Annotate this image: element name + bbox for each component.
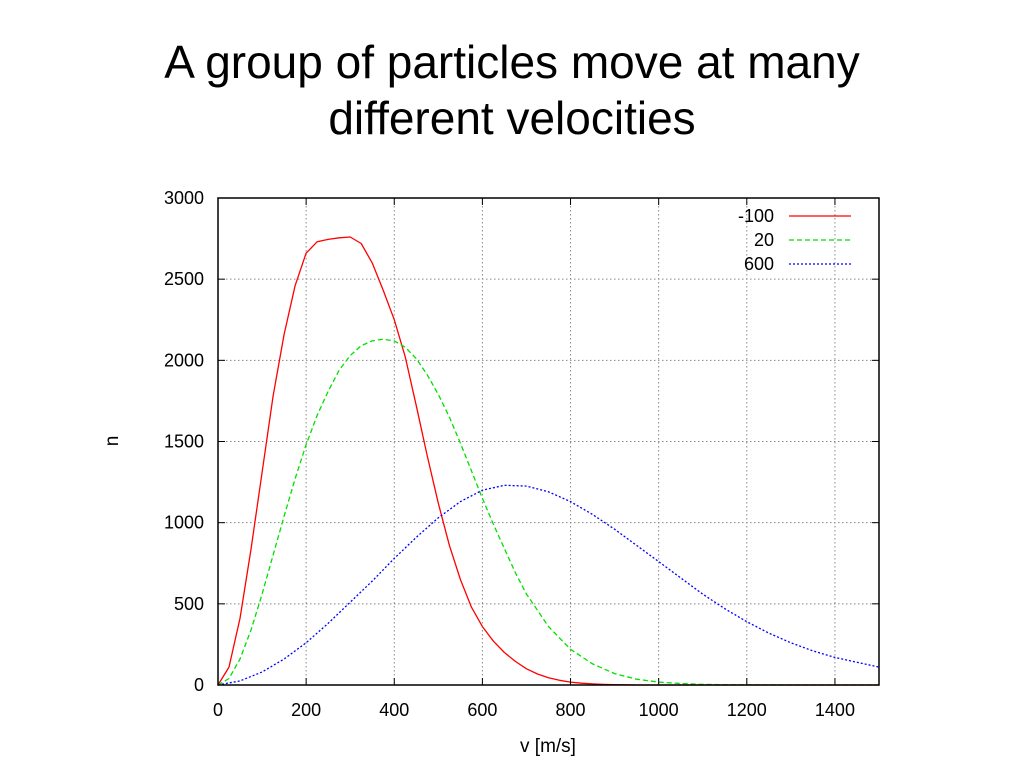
axis-ticks: 0 200 400 600 800 1000 1200 1400 0 500 1000 1500 200… — [164, 188, 879, 720]
x-tick-label: 1000 — [639, 700, 679, 720]
x-axis-label: v [m/s] — [520, 736, 576, 757]
plot-frame — [217, 197, 880, 686]
slide-title: A group of particles move at many differ… — [0, 34, 1024, 146]
legend-label: 600 — [744, 254, 774, 274]
y-tick-label: 2500 — [164, 269, 204, 289]
y-tick-label: 1500 — [164, 432, 204, 452]
y-tick-label: 1000 — [164, 513, 204, 533]
y-tick-label: 0 — [194, 675, 204, 695]
slide-title-line-1: A group of particles move at many — [164, 36, 860, 88]
slide-title-line-2: different velocities — [328, 92, 696, 144]
series-line-2 — [217, 484, 880, 686]
series-lines — [217, 236, 880, 686]
y-tick-label: 2000 — [164, 350, 204, 370]
x-tick-label: 400 — [379, 700, 409, 720]
x-tick-label: 0 — [213, 700, 223, 720]
y-tick-label: 3000 — [164, 188, 204, 208]
x-tick-label: 600 — [467, 700, 497, 720]
legend: -100 20 600 — [738, 206, 851, 274]
y-axis-label: n — [102, 436, 123, 447]
x-tick-label: 1400 — [815, 700, 855, 720]
series-line-1 — [217, 338, 879, 686]
y-tick-label: 500 — [174, 594, 204, 614]
legend-label: 20 — [754, 230, 774, 250]
series-line-0 — [217, 236, 879, 686]
grid-lines — [218, 198, 879, 685]
legend-label: -100 — [738, 206, 774, 226]
x-tick-label: 800 — [556, 700, 586, 720]
x-tick-label: 200 — [291, 700, 321, 720]
x-tick-label: 1200 — [727, 700, 767, 720]
